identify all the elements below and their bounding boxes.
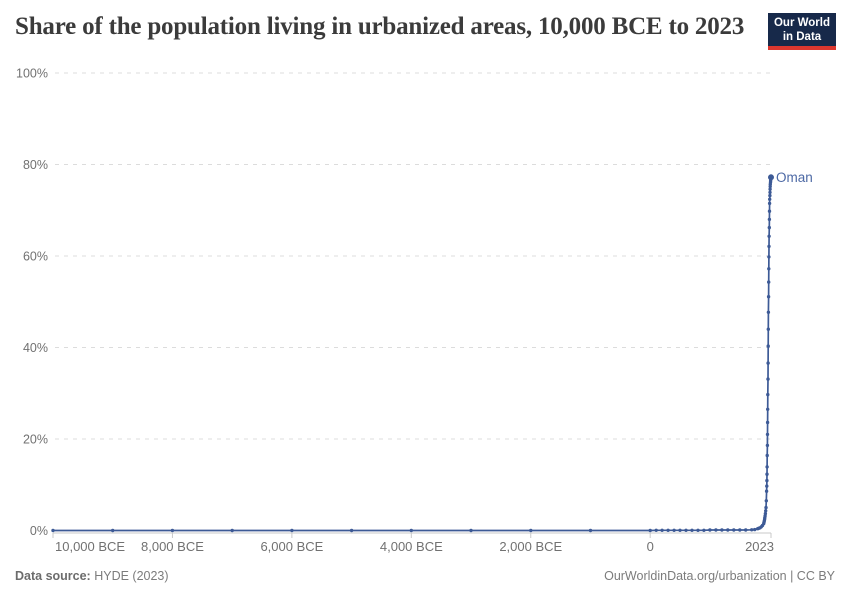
data-point[interactable]: [690, 528, 694, 532]
data-point[interactable]: [768, 190, 772, 195]
data-point[interactable]: [765, 465, 769, 469]
data-point[interactable]: [764, 489, 769, 493]
data-point[interactable]: [409, 528, 413, 533]
data-point[interactable]: [750, 528, 754, 532]
data-point[interactable]: [753, 527, 757, 532]
data-point[interactable]: [660, 528, 664, 532]
data-point[interactable]: [767, 280, 771, 284]
data-point[interactable]: [696, 528, 700, 532]
data-point[interactable]: [529, 528, 533, 533]
data-point[interactable]: [767, 201, 772, 206]
owid-logo[interactable]: Our World in Data: [768, 13, 836, 50]
x-axis-label: 4,000 BCE: [380, 539, 443, 554]
data-point[interactable]: [702, 528, 706, 532]
y-axis-label: 100%: [16, 67, 48, 81]
owid-logo-line2: in Data: [782, 30, 822, 43]
data-point[interactable]: [766, 377, 770, 381]
trend-line: [52, 176, 772, 532]
data-point[interactable]: [744, 528, 748, 532]
data-point[interactable]: [767, 217, 772, 222]
data-point[interactable]: [726, 528, 730, 532]
page-title: Share of the population living in urbani…: [15, 13, 745, 40]
data-point[interactable]: [765, 432, 770, 437]
x-axis-label: 2,000 BCE: [499, 539, 562, 554]
data-point[interactable]: [768, 197, 772, 201]
data-point[interactable]: [654, 528, 658, 532]
data-point[interactable]: [720, 528, 724, 532]
data-point[interactable]: [768, 193, 772, 198]
data-source: Data source: HYDE (2023): [15, 569, 169, 583]
series-entity-label[interactable]: Oman: [776, 170, 813, 185]
data-point[interactable]: [708, 528, 712, 532]
y-axis-label: 60%: [23, 250, 48, 264]
data-point[interactable]: [766, 310, 771, 314]
y-axis-label: 80%: [23, 158, 48, 172]
license-credit-link[interactable]: OurWorldinData.org/urbanization | CC BY: [604, 569, 835, 583]
owid-logo-line1: Our World: [773, 16, 830, 29]
y-axis-label: 20%: [23, 433, 48, 447]
series-end-marker[interactable]: [768, 174, 774, 181]
data-point[interactable]: [765, 443, 770, 448]
data-point[interactable]: [290, 528, 294, 533]
x-axis-label: 8,000 BCE: [141, 539, 204, 554]
data-point[interactable]: [738, 528, 742, 532]
chart-footer: Data source: HYDE (2023) OurWorldinData.…: [15, 569, 835, 583]
data-point[interactable]: [767, 244, 771, 249]
data-point[interactable]: [111, 528, 115, 533]
data-point[interactable]: [767, 225, 771, 230]
x-axis-label: 2023: [745, 539, 774, 554]
data-point[interactable]: [766, 407, 770, 411]
data-point[interactable]: [648, 528, 652, 533]
data-point[interactable]: [766, 327, 770, 331]
data-point[interactable]: [767, 267, 771, 271]
x-axis-label: 10,000 BCE: [55, 539, 125, 554]
data-point[interactable]: [763, 511, 768, 516]
data-point[interactable]: [765, 478, 769, 483]
data-point[interactable]: [765, 420, 770, 425]
data-point[interactable]: [684, 528, 688, 532]
data-point[interactable]: [51, 528, 55, 533]
data-point[interactable]: [732, 528, 736, 532]
data-point[interactable]: [767, 234, 771, 238]
data-point[interactable]: [469, 528, 473, 533]
data-point[interactable]: [765, 472, 769, 476]
y-axis-label: 0%: [30, 524, 48, 538]
data-point[interactable]: [766, 392, 770, 397]
data-point[interactable]: [588, 528, 593, 533]
data-point[interactable]: [672, 528, 676, 532]
data-point[interactable]: [666, 528, 670, 532]
data-point[interactable]: [764, 509, 768, 513]
data-point[interactable]: [767, 209, 772, 213]
data-source-label: Data source:: [15, 569, 91, 583]
data-point[interactable]: [349, 528, 354, 533]
y-axis-label: 40%: [23, 341, 48, 355]
data-point[interactable]: [230, 528, 234, 533]
data-point[interactable]: [766, 361, 770, 365]
x-axis-label: 6,000 BCE: [260, 539, 323, 554]
data-source-value: HYDE (2023): [90, 569, 169, 583]
data-point[interactable]: [765, 453, 769, 458]
data-point[interactable]: [765, 484, 769, 488]
data-point[interactable]: [764, 499, 768, 503]
data-point[interactable]: [766, 344, 770, 348]
data-point[interactable]: [714, 528, 718, 532]
data-point[interactable]: [768, 187, 772, 191]
data-point[interactable]: [170, 528, 175, 533]
data-point[interactable]: [678, 528, 682, 532]
data-point[interactable]: [766, 295, 771, 299]
data-point[interactable]: [764, 505, 768, 510]
data-point[interactable]: [767, 255, 771, 259]
x-axis-label: 0: [647, 539, 654, 554]
